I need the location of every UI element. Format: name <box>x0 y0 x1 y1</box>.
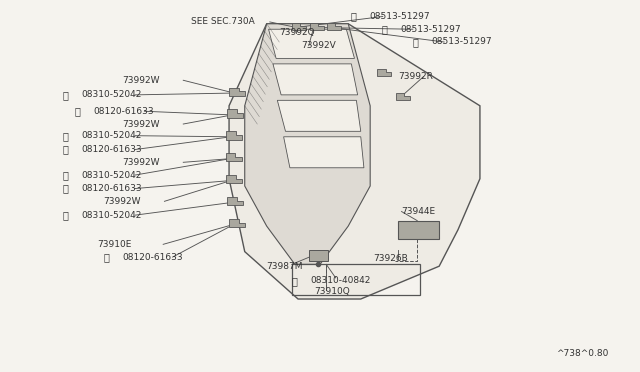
Polygon shape <box>396 93 410 100</box>
Text: Ⓢ: Ⓢ <box>381 24 387 34</box>
Text: 73992V: 73992V <box>301 41 336 50</box>
Text: 73910Q: 73910Q <box>314 287 349 296</box>
Text: 08513-51297: 08513-51297 <box>369 12 429 21</box>
Text: Ⓢ: Ⓢ <box>350 12 356 22</box>
Text: Ⓑ: Ⓑ <box>104 252 109 262</box>
Text: Ⓑ: Ⓑ <box>74 106 80 116</box>
Text: 08513-51297: 08513-51297 <box>400 25 461 34</box>
Text: 08310-52042: 08310-52042 <box>82 171 142 180</box>
Text: Ⓢ: Ⓢ <box>63 131 68 141</box>
Text: 73944E: 73944E <box>401 207 436 216</box>
Text: 08310-52042: 08310-52042 <box>82 131 142 140</box>
Bar <box>292 264 420 295</box>
Text: Ⓢ: Ⓢ <box>413 37 419 47</box>
Text: Ⓑ: Ⓑ <box>63 145 68 154</box>
Text: ^738^0.80: ^738^0.80 <box>556 349 609 358</box>
Polygon shape <box>226 131 242 140</box>
Text: Ⓢ: Ⓢ <box>63 210 68 220</box>
Text: 08120-61633: 08120-61633 <box>82 184 142 193</box>
Polygon shape <box>378 69 391 76</box>
Polygon shape <box>226 153 242 161</box>
Bar <box>398 221 439 239</box>
Polygon shape <box>227 197 243 205</box>
Polygon shape <box>310 23 323 30</box>
Text: 73992R: 73992R <box>398 72 433 81</box>
Polygon shape <box>229 87 245 96</box>
Text: 08120-61633: 08120-61633 <box>93 107 154 116</box>
Polygon shape <box>244 24 370 264</box>
Text: 08310-40842: 08310-40842 <box>310 276 371 285</box>
Text: 73992Q: 73992Q <box>279 28 315 37</box>
Text: 73910E: 73910E <box>97 240 132 249</box>
Text: Ⓢ: Ⓢ <box>63 170 68 180</box>
Text: 08120-61633: 08120-61633 <box>82 145 142 154</box>
Text: Ⓑ: Ⓑ <box>63 183 68 193</box>
Polygon shape <box>277 100 361 131</box>
Text: 73987M: 73987M <box>267 262 303 271</box>
Polygon shape <box>284 137 364 168</box>
Text: 73926B: 73926B <box>373 254 408 263</box>
Text: 08513-51297: 08513-51297 <box>431 38 492 46</box>
Polygon shape <box>226 175 242 183</box>
Text: 08120-61633: 08120-61633 <box>122 253 183 262</box>
Text: 08310-52042: 08310-52042 <box>82 211 142 219</box>
Text: Ⓢ: Ⓢ <box>292 276 298 286</box>
Text: SEE SEC.730A: SEE SEC.730A <box>191 17 255 26</box>
Text: 73992W: 73992W <box>122 119 160 128</box>
Text: 08310-52042: 08310-52042 <box>82 90 142 99</box>
Bar <box>308 250 328 261</box>
Text: 73992W: 73992W <box>122 76 160 85</box>
Polygon shape <box>227 109 243 118</box>
Text: Ⓢ: Ⓢ <box>63 90 68 100</box>
Polygon shape <box>273 64 358 95</box>
Text: 73992W: 73992W <box>104 197 141 206</box>
Polygon shape <box>327 23 341 30</box>
Text: 73992W: 73992W <box>122 158 160 167</box>
Polygon shape <box>229 24 480 299</box>
Polygon shape <box>229 219 245 227</box>
Polygon shape <box>269 29 355 58</box>
Polygon shape <box>292 23 306 30</box>
